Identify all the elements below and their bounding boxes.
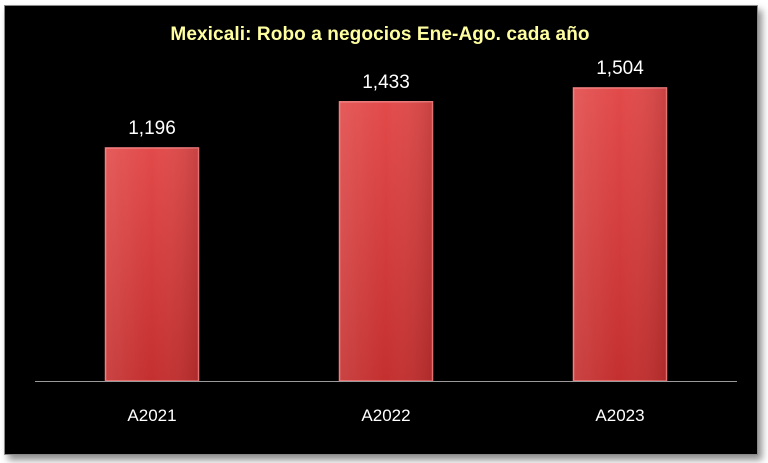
- data-label-A2022: 1,433: [362, 72, 410, 93]
- x-tick-label-A2022: A2022: [361, 406, 410, 425]
- bar-A2021: [104, 147, 200, 382]
- x-tick-label-A2021: A2021: [127, 406, 176, 425]
- x-tick-label-A2023: A2023: [595, 406, 644, 425]
- bar-A2023: [572, 87, 668, 382]
- data-label-A2023: 1,504: [596, 58, 644, 79]
- chart-title: Mexicali: Robo a negocios Ene-Ago. cada …: [170, 24, 590, 45]
- data-label-A2021: 1,196: [128, 118, 176, 139]
- bar-A2022: [338, 101, 434, 382]
